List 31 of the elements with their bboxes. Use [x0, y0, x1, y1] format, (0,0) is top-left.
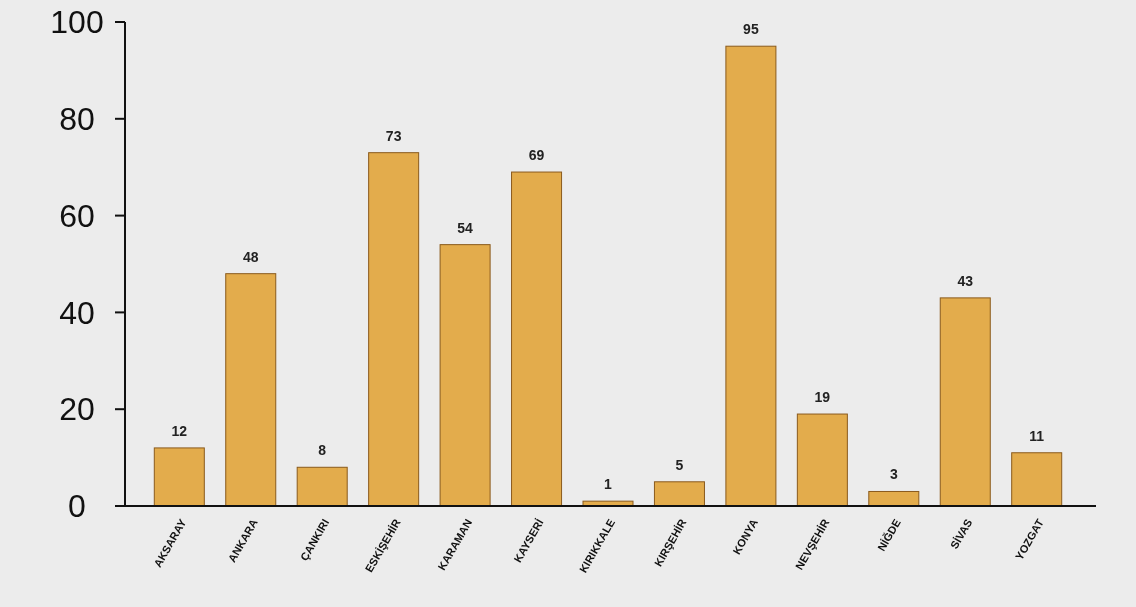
- data-label: 54: [457, 219, 474, 236]
- bar: [868, 490, 920, 507]
- data-label: 12: [171, 422, 188, 439]
- bar: [1011, 452, 1063, 507]
- bar: [796, 413, 848, 507]
- bar: [725, 45, 777, 507]
- data-label: 48: [242, 248, 259, 265]
- y-tick-label: 20: [59, 391, 95, 428]
- data-label: 11: [1029, 427, 1045, 444]
- y-tick-label: 100: [50, 4, 104, 41]
- y-tick-label: 40: [59, 294, 95, 331]
- bar: [225, 273, 277, 507]
- data-label: 73: [385, 127, 402, 144]
- bar: [511, 171, 563, 507]
- bar: [439, 244, 491, 507]
- data-label: 19: [814, 389, 831, 406]
- y-tick-label: 60: [59, 197, 95, 234]
- data-label: 3: [889, 466, 898, 483]
- data-label: 69: [528, 147, 545, 164]
- y-tick-label: 0: [68, 488, 86, 525]
- data-label: 5: [675, 456, 684, 473]
- bar: [939, 297, 991, 507]
- bar: [653, 481, 705, 507]
- data-label: 1: [604, 476, 613, 493]
- y-tick-label: 80: [59, 101, 95, 137]
- bar: [368, 152, 420, 507]
- bar: [296, 466, 348, 507]
- bar: [153, 447, 205, 507]
- data-label: 95: [743, 21, 759, 38]
- data-label: 43: [957, 272, 974, 289]
- data-label: 8: [318, 442, 327, 459]
